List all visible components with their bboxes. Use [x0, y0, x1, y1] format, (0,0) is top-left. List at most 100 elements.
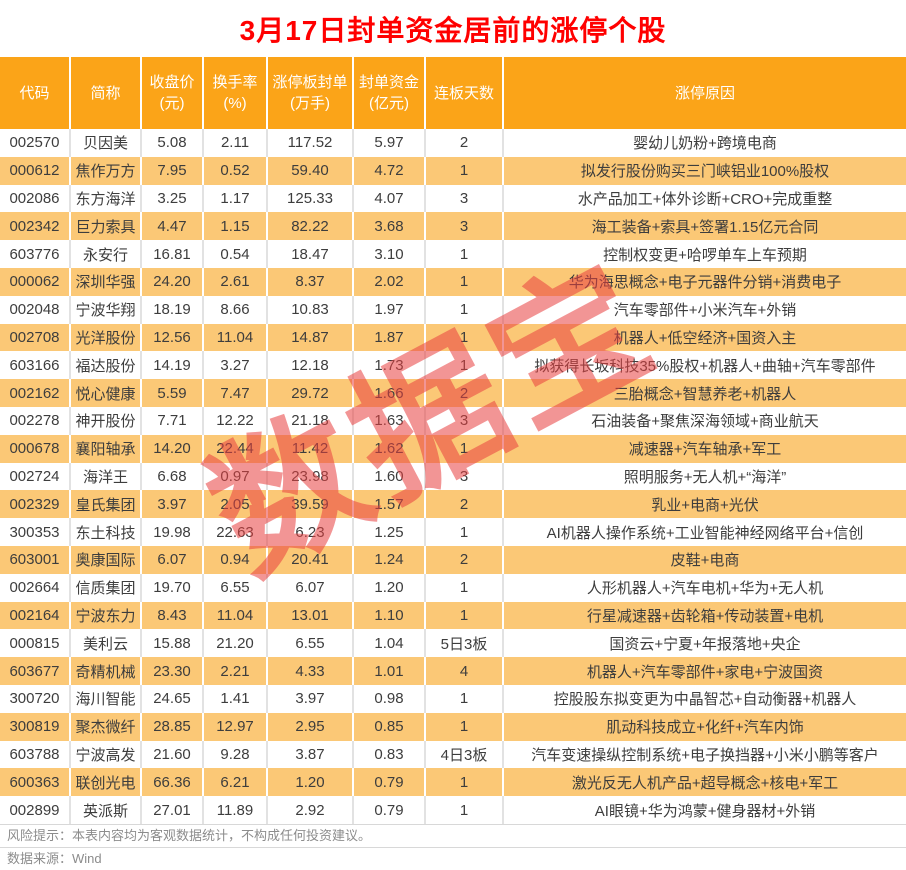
cell-reason: AI机器人操作系统+工业智能神经网络平台+信创	[502, 518, 906, 546]
table-row: 002048 宁波华翔 18.19 8.66 10.83 1.97 1 汽车零部件+小米汽车+…	[0, 295, 906, 324]
cell-close-price: 4.47	[140, 212, 203, 241]
cell-seal-volume: 10.83	[266, 295, 353, 324]
cell-seal-volume: 117.52	[266, 129, 353, 157]
cell-reason: 机器人+汽车零部件+家电+宁波国资	[502, 657, 906, 685]
cell-code: 300353	[9, 523, 60, 541]
cell-name: 皇氏集团	[69, 490, 141, 519]
table-row: 600363 联创光电 66.36 6.21 1.20 0.79 1 激光反无人机产品+超导概…	[0, 768, 906, 797]
cell-reason: 机器人+低空经济+国资入主	[502, 323, 906, 352]
cell-board-days: 2	[424, 545, 503, 574]
cell-seal-volume: 6.07	[266, 573, 353, 602]
cell-board-days: 3	[424, 212, 503, 241]
table-row: 000612 焦作万方 7.95 0.52 59.40 4.72 1 拟发行股份购买三门峡铝业…	[0, 156, 906, 185]
cell-board-days: 1	[424, 295, 503, 324]
col-header-label: 换手率	[212, 74, 258, 91]
cell-reason: 三胎概念+智慧养老+机器人	[502, 379, 906, 407]
cell-seal-volume: 12.18	[266, 351, 353, 380]
cell-turnover-rate: 11.04	[202, 601, 267, 630]
table-row: 002899 英派斯 27.01 11.89 2.92 0.79 1 AI眼镜+华为鸿蒙+健身…	[0, 796, 906, 824]
cell-reason: 水产品加工+体外诊断+CRO+完成重整	[502, 184, 906, 213]
cell-turnover-rate: 1.15	[202, 212, 267, 241]
cell-seal-volume: 2.95	[266, 712, 353, 741]
cell-reason: 华为海思概念+电子元器件分销+消费电子	[502, 267, 906, 296]
cell-board-days: 1	[424, 768, 503, 797]
cell-turnover-rate: 11.04	[202, 323, 267, 352]
cell-name: 海川智能	[69, 684, 141, 713]
cell-turnover-rate: 12.22	[202, 406, 267, 435]
cell-board-days: 5日3板	[424, 629, 503, 658]
cell-close-price: 19.98	[140, 518, 203, 546]
cell-reason: 人形机器人+汽车电机+华为+无人机	[502, 573, 906, 602]
cell-seal-volume: 39.59	[266, 490, 353, 519]
col-header-close-price: 收盘价 (元)	[140, 57, 203, 129]
cell-code: 002162	[9, 384, 60, 402]
cell-seal-funds: 1.10	[352, 601, 425, 630]
cell-seal-funds: 1.20	[352, 573, 425, 602]
cell-board-days: 3	[424, 406, 503, 435]
cell-seal-funds: 2.02	[352, 267, 425, 296]
cell-close-price: 3.97	[140, 490, 203, 519]
cell-reason: 控制权变更+哈啰单车上车预期	[502, 240, 906, 268]
page-title: 3月17日封单资金居前的涨停个股	[239, 14, 667, 46]
table-row: 002086 东方海洋 3.25 1.17 125.33 4.07 3 水产品加工+体外诊断+…	[0, 184, 906, 213]
cell-name: 宁波华翔	[69, 295, 141, 324]
table-row: 000678 襄阳轴承 14.20 22.44 11.42 1.62 1 减速器+汽车轴承+军…	[0, 434, 906, 463]
cell-code: 002899	[9, 801, 60, 819]
cell-seal-funds: 0.83	[352, 740, 425, 769]
cell-code: 002724	[9, 467, 60, 485]
cell-seal-funds: 4.72	[352, 156, 425, 185]
cell-code: 000062	[9, 273, 60, 291]
cell-code: 300720	[9, 690, 60, 708]
cell-seal-funds: 1.63	[352, 406, 425, 435]
cell-name: 光洋股份	[69, 323, 141, 352]
cell-turnover-rate: 12.97	[202, 712, 267, 741]
cell-turnover-rate: 6.21	[202, 768, 267, 797]
cell-reason: 拟发行股份购买三门峡铝业100%股权	[502, 156, 906, 185]
cell-reason: 减速器+汽车轴承+军工	[502, 434, 906, 463]
cell-board-days: 3	[424, 462, 503, 491]
cell-close-price: 5.59	[140, 379, 203, 407]
table-row: 002724 海洋王 6.68 0.97 23.98 1.60 3 照明服务+无人机+“海洋”	[0, 462, 906, 491]
cell-name: 奥康国际	[69, 545, 141, 574]
cell-close-price: 3.25	[140, 184, 203, 213]
cell-name: 襄阳轴承	[69, 434, 141, 463]
cell-reason: AI眼镜+华为鸿蒙+健身器材+外销	[502, 796, 906, 824]
cell-close-price: 15.88	[140, 629, 203, 658]
cell-name: 深圳华强	[69, 267, 141, 296]
table-row: 002164 宁波东力 8.43 11.04 13.01 1.10 1 行星减速器+齿轮箱+传…	[0, 601, 906, 630]
cell-board-days: 1	[424, 240, 503, 268]
cell-reason: 照明服务+无人机+“海洋”	[502, 462, 906, 491]
cell-name: 英派斯	[69, 796, 141, 824]
cell-name: 贝因美	[69, 129, 141, 157]
cell-close-price: 7.71	[140, 406, 203, 435]
cell-board-days: 3	[424, 184, 503, 213]
cell-close-price: 6.07	[140, 545, 203, 574]
cell-turnover-rate: 0.52	[202, 156, 267, 185]
cell-seal-funds: 1.66	[352, 379, 425, 407]
cell-turnover-rate: 21.20	[202, 629, 267, 658]
cell-reason: 肌动科技成立+化纤+汽车内饰	[502, 712, 906, 741]
cell-seal-volume: 82.22	[266, 212, 353, 241]
cell-seal-funds: 0.85	[352, 712, 425, 741]
cell-seal-funds: 1.62	[352, 434, 425, 463]
col-header-reason: 涨停原因	[502, 57, 906, 129]
cell-reason: 激光反无人机产品+超导概念+核电+军工	[502, 768, 906, 797]
table-row: 002570 贝因美 5.08 2.11 117.52 5.97 2 婴幼儿奶粉+跨境电商	[0, 129, 906, 157]
cell-turnover-rate: 11.89	[202, 796, 267, 824]
cell-turnover-rate: 2.11	[202, 129, 267, 157]
cell-code: 002570	[9, 134, 60, 152]
cell-code: 002329	[9, 495, 60, 513]
cell-code: 002048	[9, 301, 60, 319]
table-row: 603788 宁波高发 21.60 9.28 3.87 0.83 4日3板 汽车变速操纵控制系…	[0, 740, 906, 769]
cell-seal-funds: 1.01	[352, 657, 425, 685]
cell-seal-volume: 29.72	[266, 379, 353, 407]
cell-seal-volume: 14.87	[266, 323, 353, 352]
cell-seal-funds: 5.97	[352, 129, 425, 157]
cell-turnover-rate: 8.66	[202, 295, 267, 324]
cell-turnover-rate: 0.54	[202, 240, 267, 268]
cell-code: 002342	[9, 217, 60, 235]
cell-code: 002664	[9, 579, 60, 597]
cell-seal-funds: 1.25	[352, 518, 425, 546]
cell-code: 600363	[9, 773, 60, 791]
cell-board-days: 1	[424, 323, 503, 352]
